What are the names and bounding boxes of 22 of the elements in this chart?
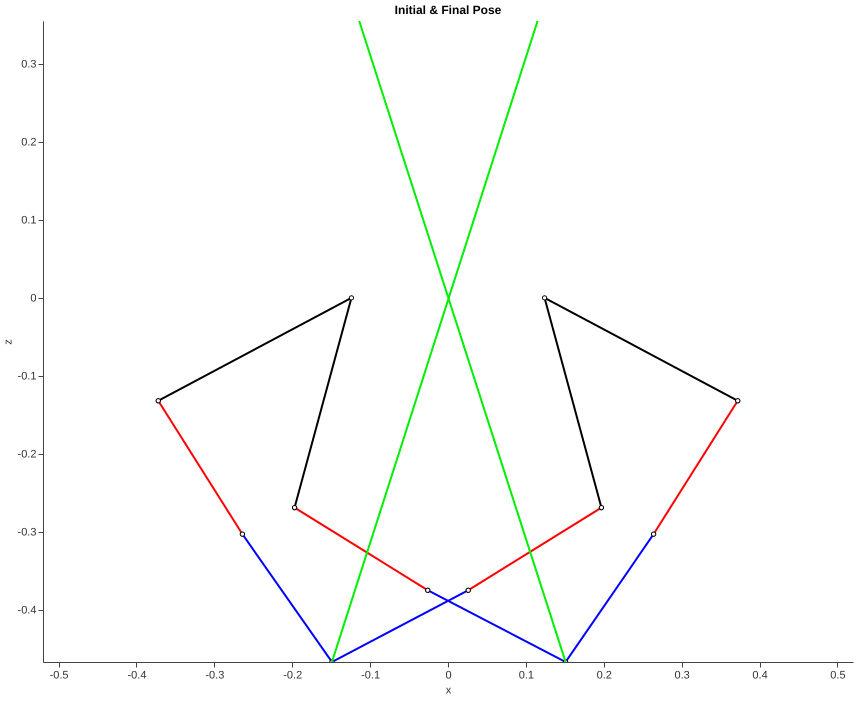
y-tick-label: -0.4 xyxy=(18,604,36,616)
x-tick-label: -0.4 xyxy=(127,670,146,682)
y-tick-label: 0.1 xyxy=(21,214,36,226)
x-tick-label: 0.3 xyxy=(674,670,690,682)
y-tick-label: 0.3 xyxy=(21,58,36,70)
y-tick-label: -0.3 xyxy=(18,526,36,538)
x-tick-label: 0 xyxy=(445,670,452,682)
x-tick-label: 0.2 xyxy=(596,670,612,682)
x-tick-label: -0.1 xyxy=(361,670,380,682)
chart-title: Initial & Final Pose xyxy=(394,3,502,17)
y-tick-label: 0 xyxy=(30,292,36,304)
y-axis-title: z xyxy=(2,339,15,345)
y-tick-label: -0.2 xyxy=(18,448,36,460)
x-tick-label: 0.5 xyxy=(830,670,846,682)
x-tick-label: -0.5 xyxy=(50,670,69,682)
y-tick-label: -0.1 xyxy=(18,370,36,382)
y-tick-label: 0.2 xyxy=(21,136,36,148)
x-tick-label: -0.3 xyxy=(205,670,224,682)
x-tick-label: -0.2 xyxy=(283,670,302,682)
x-tick-label: 0.1 xyxy=(518,670,534,682)
x-tick-label: 0.4 xyxy=(752,670,768,682)
x-axis-title: x xyxy=(446,684,452,696)
